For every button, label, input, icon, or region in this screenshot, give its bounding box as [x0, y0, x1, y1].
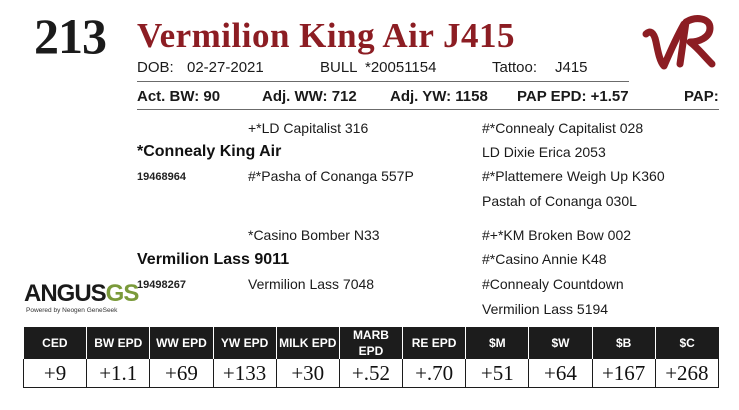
pap-epd: PAP EPD: +1.57 — [517, 88, 629, 105]
epd-header-m: $M — [465, 327, 529, 359]
epd-header-b: $B — [591, 327, 656, 359]
pap-value: PAP: — [684, 88, 719, 105]
epd-value-c: +268 — [654, 359, 720, 388]
epd-value-ced: +9 — [22, 359, 88, 388]
epd-header-yw: YW EPD — [212, 327, 277, 359]
lot-number: 213 — [34, 8, 107, 64]
animal-name: Vermilion King Air J415 — [137, 16, 516, 55]
epd-header-milk: MILK EPD — [275, 327, 340, 359]
sire-registration: 19468964 — [137, 171, 186, 183]
yearling-weight: Adj. YW: 1158 — [390, 88, 488, 105]
epd-value-w: +64 — [528, 359, 593, 388]
epd-value-yw: +133 — [212, 359, 277, 388]
dam-sire-sire: #+*KM Broken Bow 002 — [482, 227, 632, 243]
epd-value-row: +9 +1.1 +69 +133 +30 +.52 +.70 +51 +64 +… — [22, 359, 720, 388]
dob-value: 02-27-2021 — [187, 59, 264, 76]
sire-sire: +*LD Capitalist 316 — [248, 120, 369, 136]
sire-sire-dam: LD Dixie Erica 2053 — [482, 144, 606, 160]
sire-dam-dam: Pastah of Conanga 030L — [482, 193, 637, 209]
birth-weight: Act. BW: 90 — [137, 88, 221, 105]
epd-header-marb: MARB EPD — [338, 327, 403, 359]
epd-value-milk: +30 — [275, 359, 340, 388]
epd-header-ww: WW EPD — [149, 327, 214, 359]
tattoo-value: J415 — [555, 59, 588, 76]
sire-dam: #*Pasha of Conanga 557P — [248, 168, 414, 184]
epd-header-ced: CED — [23, 327, 87, 359]
epd-value-re: +.70 — [402, 359, 467, 388]
weaning-weight: Adj. WW: 712 — [262, 88, 357, 105]
epd-value-m: +51 — [465, 359, 530, 388]
epd-header-c: $C — [654, 327, 719, 359]
sire-sire-sire: #*Connealy Capitalist 028 — [482, 120, 644, 136]
epd-value-bw: +1.1 — [86, 359, 151, 388]
dob-label: DOB: — [137, 59, 174, 76]
angus-word: ANGUS — [24, 280, 107, 307]
epd-value-marb: +.52 — [338, 359, 404, 388]
angus-logo-tagline: Powered by Neogen GeneSeek — [26, 307, 118, 314]
gs-word: GS — [105, 280, 140, 307]
vr-brand-logo — [642, 15, 716, 70]
dam-dam: Vermilion Lass 7048 — [248, 276, 375, 292]
tattoo-label: Tattoo: — [492, 59, 538, 76]
dam-registration: 19498267 — [137, 279, 186, 291]
header-divider — [137, 81, 629, 82]
dam-sire: *Casino Bomber N33 — [248, 227, 380, 243]
dam-sire-dam: #*Casino Annie K48 — [482, 251, 607, 267]
angus-logo-word: ANGUSGS — [24, 280, 140, 307]
performance-divider — [137, 109, 719, 110]
sire-dam-sire: #*Plattemere Weigh Up K360 — [482, 168, 665, 184]
dam-dam-sire: #Connealy Countdown — [482, 276, 624, 292]
epd-header-re: RE EPD — [402, 327, 466, 359]
epd-header-bw: BW EPD — [86, 327, 150, 359]
dam-dam-dam: Vermilion Lass 5194 — [482, 301, 609, 317]
epd-header-w: $W — [528, 327, 593, 359]
registration-number: *20051154 — [365, 59, 437, 76]
sex-label: BULL — [320, 59, 358, 76]
epd-table: CED BW EPD WW EPD YW EPD MILK EPD MARB E… — [22, 327, 720, 388]
dam-name: Vermilion Lass 9011 — [137, 251, 290, 268]
angus-gs-logo: ANGUSGS Powered by Neogen GeneSeek — [24, 281, 139, 321]
epd-value-b: +167 — [591, 359, 656, 388]
epd-header-row: CED BW EPD WW EPD YW EPD MILK EPD MARB E… — [23, 327, 719, 359]
epd-value-ww: +69 — [149, 359, 214, 388]
sire-name: *Connealy King Air — [137, 143, 282, 160]
